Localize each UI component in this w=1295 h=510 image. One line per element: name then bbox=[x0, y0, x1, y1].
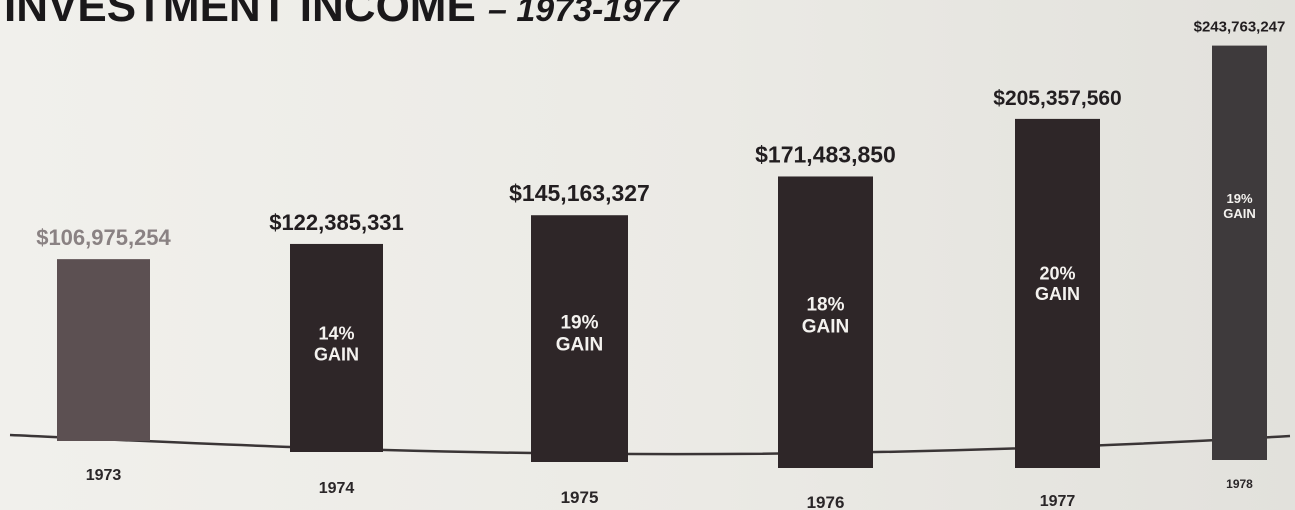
value-label-1977: $205,357,560 bbox=[993, 87, 1121, 110]
year-label-1978: 1978 bbox=[1226, 477, 1253, 491]
gain-word-1975: GAIN bbox=[556, 335, 604, 356]
value-label-1973: $106,975,254 bbox=[36, 225, 171, 250]
value-label-1976: $171,483,850 bbox=[755, 141, 896, 167]
gain-word-1976: GAIN bbox=[802, 316, 850, 337]
value-label-1978: $243,763,247 bbox=[1194, 19, 1286, 36]
year-label-1973: 1973 bbox=[86, 467, 122, 484]
gain-word-1978: GAIN bbox=[1223, 206, 1256, 221]
year-label-1977: 1977 bbox=[1040, 493, 1076, 510]
gain-word-1974: GAIN bbox=[314, 344, 359, 364]
gain-percent-1975: 19% bbox=[560, 313, 598, 334]
bar-1976 bbox=[778, 176, 873, 468]
year-label-1975: 1975 bbox=[561, 488, 599, 507]
bar-1974 bbox=[290, 243, 383, 452]
title-years: – 1973-1977 bbox=[488, 0, 679, 29]
year-label-1974: 1974 bbox=[319, 480, 355, 497]
bar-1977 bbox=[1015, 118, 1100, 468]
bar-1978 bbox=[1212, 45, 1267, 461]
bars-group bbox=[57, 45, 1267, 468]
labels-group: $106,975,2541973$122,385,33114%GAIN1974$… bbox=[36, 19, 1285, 510]
gain-percent-1978: 19% bbox=[1226, 191, 1252, 206]
value-label-1974: $122,385,331 bbox=[269, 210, 404, 235]
gain-percent-1974: 14% bbox=[318, 324, 354, 344]
title-main: INVESTMENT INCOME bbox=[4, 0, 476, 31]
bar-1975 bbox=[531, 215, 628, 462]
gain-percent-1977: 20% bbox=[1039, 263, 1075, 283]
chart-title: INVESTMENT INCOME – 1973-1977 bbox=[4, 0, 679, 32]
gain-word-1977: GAIN bbox=[1035, 284, 1080, 304]
bar-1973 bbox=[57, 259, 150, 441]
gain-percent-1976: 18% bbox=[806, 295, 844, 316]
value-label-1975: $145,163,327 bbox=[509, 180, 650, 206]
year-label-1976: 1976 bbox=[807, 493, 845, 510]
